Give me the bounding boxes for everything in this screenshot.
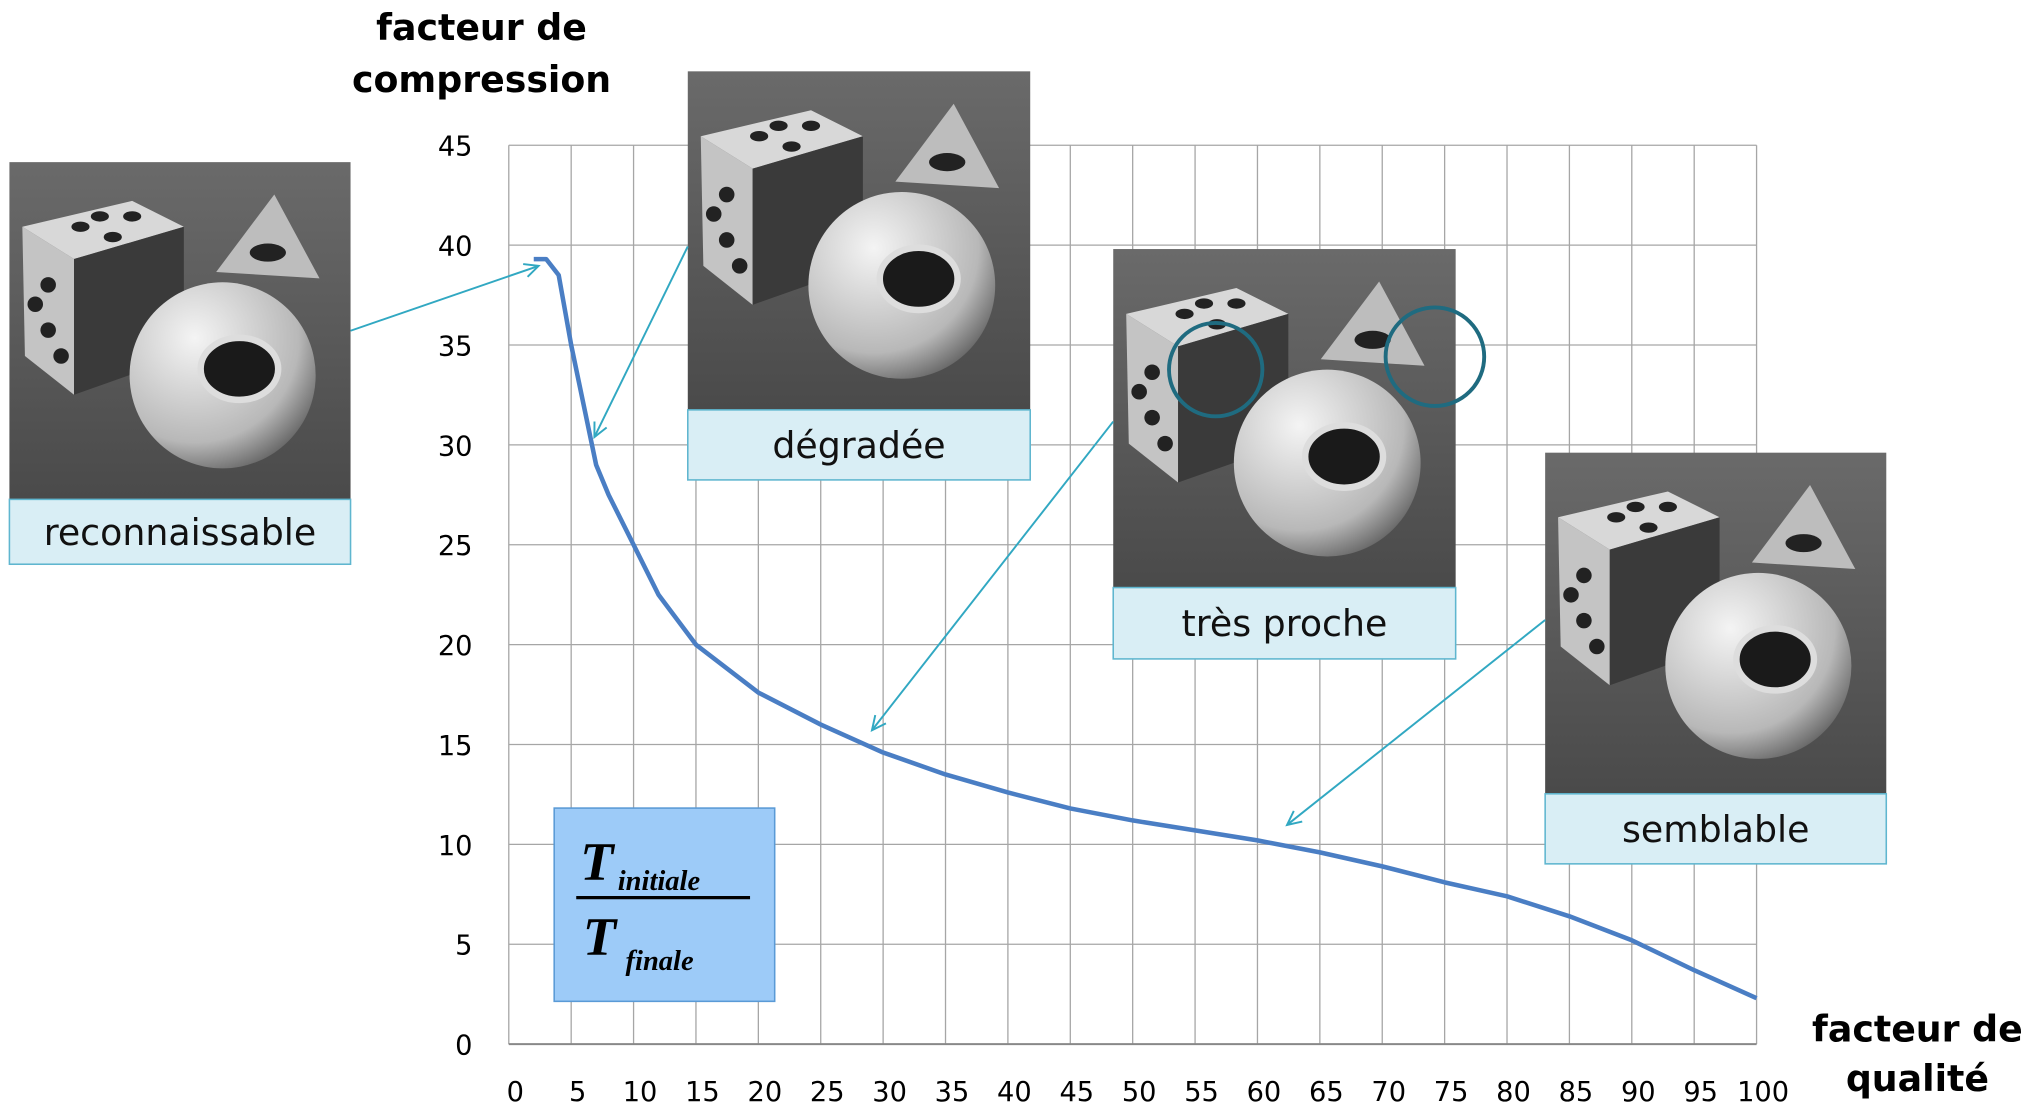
cube-hole <box>53 348 69 364</box>
formula-symbol: T <box>580 830 616 891</box>
y-tick-label: 40 <box>438 232 473 263</box>
cube-hole <box>1131 384 1147 400</box>
chart: 0 5 10 15 20 25 30 35 40 45 0 5 10 15 20 25 30 35 40 45 50 55… <box>0 0 2028 1109</box>
x-tick-label: 30 <box>872 1077 907 1108</box>
x-tick-label: 85 <box>1559 1077 1594 1108</box>
sphere-hole <box>1305 425 1383 487</box>
cube-hole <box>706 206 722 222</box>
cube-hole <box>732 258 748 274</box>
photo <box>1545 453 1886 794</box>
cube-hole <box>1589 639 1605 655</box>
y-axis-label: compression <box>352 58 611 101</box>
sphere-hole <box>201 338 279 400</box>
x-tick-label: 80 <box>1496 1077 1531 1108</box>
cube-hole <box>719 232 735 248</box>
y-tick-label: 5 <box>455 931 472 962</box>
photo <box>1113 249 1484 588</box>
label: dégradée <box>772 424 945 467</box>
cube-hole <box>1576 568 1592 584</box>
label: très proche <box>1182 602 1388 645</box>
cube-hole <box>1195 298 1213 308</box>
cube-hole <box>1576 613 1592 629</box>
x-tick-label: 100 <box>1737 1077 1789 1108</box>
cube-hole <box>802 121 820 131</box>
cube-hole <box>123 211 141 221</box>
x-tick-label: 10 <box>623 1077 658 1108</box>
cube-hole <box>750 131 768 141</box>
x-tick-label: 50 <box>1122 1077 1157 1108</box>
cube-hole <box>1157 436 1173 452</box>
x-axis-label: facteur de <box>1812 1008 2023 1051</box>
x-tick-label: 15 <box>685 1077 720 1108</box>
cube-hole <box>1144 364 1160 380</box>
y-tick-label: 30 <box>438 431 473 462</box>
cube-hole <box>770 121 788 131</box>
cube-hole <box>104 232 122 242</box>
y-tick-label: 20 <box>438 631 473 662</box>
x-tick-label: 70 <box>1371 1077 1406 1108</box>
y-tick-label: 45 <box>438 132 473 163</box>
y-tick-label: 0 <box>455 1031 472 1062</box>
arrow <box>594 246 687 437</box>
label: reconnaissable <box>44 511 316 554</box>
formula-subscript: initiale <box>618 866 701 897</box>
x-tick-label: 65 <box>1309 1077 1344 1108</box>
cube-hole <box>1144 410 1160 426</box>
cone-hole <box>250 244 286 262</box>
cube-hole <box>1659 502 1677 512</box>
y-tick-label: 15 <box>438 731 473 762</box>
x-tick-label: 95 <box>1683 1077 1718 1108</box>
cube-hole <box>28 297 44 313</box>
cube-hole <box>1607 512 1625 522</box>
x-tick-label: 25 <box>810 1077 845 1108</box>
x-tick-label: 20 <box>748 1077 783 1108</box>
photo <box>9 162 350 499</box>
cube-hole <box>40 322 56 338</box>
cube-hole <box>1175 309 1193 319</box>
photo <box>688 71 1030 410</box>
label: semblable <box>1622 808 1809 851</box>
y-axis-label: facteur de <box>376 6 587 49</box>
y-tick-label: 35 <box>438 331 473 362</box>
annotations: reconnaissable dégradée très proche semblab… <box>9 71 1886 1001</box>
x-tick-label: 90 <box>1621 1077 1656 1108</box>
x-tick-label: 75 <box>1434 1077 1469 1108</box>
y-tick-label: 25 <box>438 531 473 562</box>
cube-hole <box>71 222 89 232</box>
cube-hole <box>1639 522 1657 532</box>
formula-subscript: finale <box>626 946 694 977</box>
x-tick-label: 60 <box>1247 1077 1282 1108</box>
formula-symbol: T <box>583 906 619 967</box>
x-tick-label: 40 <box>997 1077 1032 1108</box>
x-tick-label: 55 <box>1184 1077 1219 1108</box>
cube-hole <box>1227 298 1245 308</box>
x-axis-label: qualité <box>1846 1057 1989 1100</box>
cube-hole <box>1563 587 1579 603</box>
x-tick-label: 0 <box>507 1077 524 1108</box>
cone-hole <box>929 153 965 171</box>
cube-hole <box>1627 502 1645 512</box>
y-tick-label: 10 <box>438 831 473 862</box>
sphere-hole <box>880 248 958 310</box>
x-tick-label: 5 <box>569 1077 586 1108</box>
cube-hole <box>782 141 800 151</box>
cone-hole <box>1785 534 1821 552</box>
cube-hole <box>40 277 56 293</box>
arrow <box>351 266 539 331</box>
cube-hole <box>719 187 735 203</box>
x-tick-label: 35 <box>935 1077 970 1108</box>
sphere-hole <box>1736 628 1814 690</box>
cube-hole <box>91 211 109 221</box>
x-tick-label: 45 <box>1059 1077 1094 1108</box>
